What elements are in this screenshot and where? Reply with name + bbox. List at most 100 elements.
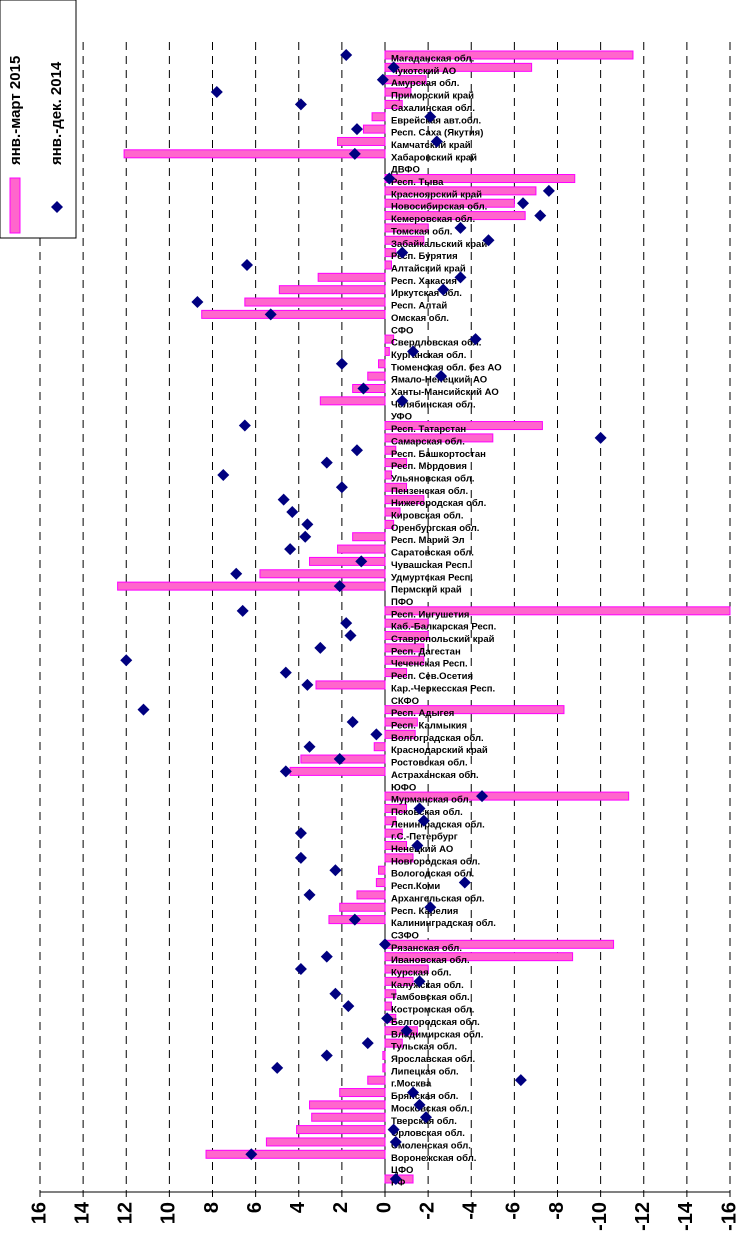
diamond-marker [294,827,307,840]
bar [384,458,408,468]
bar [384,235,425,245]
bar [384,346,390,356]
bar [384,50,634,60]
category-label: Ставропольский край [391,634,495,645]
diamond-marker [277,493,290,506]
diamond-marker [241,258,253,271]
bar [289,766,386,776]
bar [378,865,386,875]
category-label: Респ.Коми [391,881,440,892]
category-label: Оренбургская обл. [391,523,479,534]
bar [384,631,429,641]
category-label: Иркутская обл. [391,288,462,299]
bar [384,791,630,801]
diamond-marker [437,283,450,296]
x-tick-label: -16 [718,1202,740,1231]
diamond-marker [476,790,489,803]
bar [384,729,416,739]
category-label: Респ. Ингушетия [391,609,469,620]
category-label: Смоленская обл. [391,1140,471,1151]
bar [259,569,386,579]
diamond-marker [301,518,314,531]
category-label: Респ. Бурятия [391,251,458,262]
diamond-marker [355,555,368,568]
diamond-marker [379,938,391,951]
category-label: Томская обл. [391,226,452,237]
bar [367,371,386,381]
legend-label: янв.-март 2015 [7,56,24,165]
legend-swatch [9,177,21,234]
category-label: Камчатский край [391,140,471,151]
category-label: Респ. Марий Эл [391,535,465,546]
x-tick-label: 4 [287,1201,309,1213]
bar [384,655,425,665]
diamond-marker [329,864,342,877]
category-label: СЗФО [391,930,419,941]
category-label: Новгородская обл. [391,856,480,867]
diamond-marker [320,1049,333,1062]
category-label: Новосибирская обл. [391,202,487,213]
bar [309,556,386,566]
diamond-marker [137,703,150,716]
category-label: Волгоградская обл. [391,733,484,744]
bar [384,223,429,233]
category-label: Ленинградская обл. [391,819,485,830]
category-label: Приморский край [391,91,474,102]
bar [337,136,386,146]
category-label: ПФО [391,597,413,608]
category-label: Чувашская Респ. [391,560,470,571]
bar [384,519,395,529]
diamond-marker [594,431,607,444]
diamond-marker [217,468,230,481]
bar [384,964,429,974]
diamond-marker [299,530,312,543]
category-label: Ивановская обл. [391,955,470,966]
diamond-marker [279,765,292,778]
x-tick-label: -12 [632,1202,654,1231]
category-label: Тверская обл. [391,1116,457,1127]
bar [375,878,386,888]
category-label: Магаданская обл. [391,54,474,65]
diamond-marker [454,271,467,284]
bar [384,445,397,455]
bar [384,828,403,838]
category-label: Респ. Дагестан [391,646,461,657]
category-label: Ненецкий АО [391,844,453,855]
category-label: Респ. Башкортостан [391,449,486,460]
category-label: РФ [391,1178,405,1189]
bar [384,853,414,863]
category-label: Амурская обл. [391,78,459,89]
category-label: Костромская обл. [391,1005,474,1016]
diamond-marker [303,740,316,753]
diamond-marker [335,357,348,370]
bar [384,976,414,986]
category-label: Краснодарский край [391,745,488,756]
bar [384,816,397,826]
bar [384,99,403,109]
diamond-marker [387,1123,400,1136]
category-label: Курганская обл. [391,350,466,361]
category-label: Калининградская обл. [391,918,496,929]
category-label: Тульская обл. [391,1042,457,1053]
bar [339,902,386,912]
category-label: Кировская обл. [391,511,463,522]
diamond-marker [407,345,420,358]
category-label: Московская обл. [391,1103,470,1114]
category-label: Брянская обл. [391,1091,458,1102]
bar [309,1100,386,1110]
bar [123,149,386,159]
category-label: Рязанская обл. [391,943,462,954]
diamond-marker [340,617,353,630]
diamond-marker [279,666,292,679]
diamond-marker [344,629,357,642]
category-label: СФО [391,325,413,336]
bar [384,186,537,196]
x-tick-label: -4 [460,1201,482,1220]
category-label: Каб.-Балкарская Респ. [391,622,496,633]
diamond-marker [542,184,555,197]
category-label: УФО [391,412,412,423]
category-label: Пензенская обл. [391,486,468,497]
diamond-marker [411,839,424,852]
category-label: Респ. Тыва [391,177,444,188]
diamond-marker [294,98,307,111]
